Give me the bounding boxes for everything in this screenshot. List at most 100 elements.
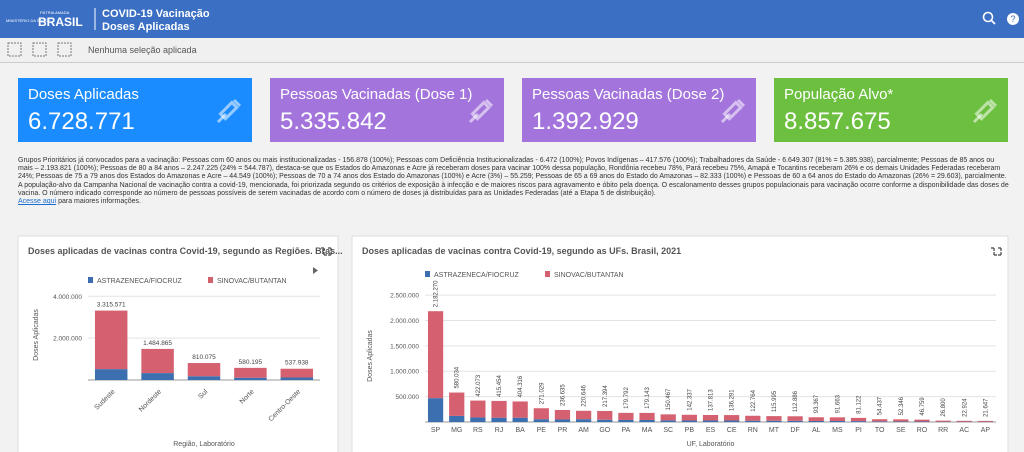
- legend-label: SINOVAC/BUTANTAN: [554, 272, 624, 279]
- x-axis-title: UF, Laboratório: [687, 441, 735, 448]
- chart-title: Doses aplicadas de vacinas contra Covid-…: [28, 246, 343, 256]
- kpi-value: 5.335.842: [280, 108, 387, 135]
- note-paragraph: Grupos Prioritários já convocados para a…: [18, 157, 1007, 181]
- x-tick-label: MG: [451, 427, 462, 434]
- bar-segment: [470, 417, 486, 422]
- bar-segment: [829, 420, 846, 422]
- fullscreen-icon[interactable]: [321, 247, 332, 256]
- bar-segment: [491, 400, 507, 418]
- legend-label: SINOVAC/BUTANTAN: [217, 278, 287, 285]
- bar-segment: [94, 369, 128, 380]
- total-label: 91.663: [835, 394, 841, 413]
- logo-ministry: MINISTÉRIO DA SAÚDE: [6, 18, 51, 23]
- kpi-card: Pessoas Vacinadas (Dose 1) 5.335.842: [270, 78, 504, 142]
- total-label: 537.938: [285, 360, 309, 367]
- bar-segment: [724, 420, 740, 422]
- total-label: 142.337: [687, 388, 693, 410]
- bar-segment: [575, 410, 592, 420]
- bar-segment: [449, 415, 465, 422]
- x-tick-label: GO: [599, 427, 610, 434]
- total-label: 115.995: [772, 390, 778, 412]
- x-tick-label: SE: [896, 427, 906, 434]
- y-tick-label: 1.500.000: [390, 343, 419, 350]
- total-label: 404.316: [518, 375, 524, 397]
- legend-swatch: [545, 271, 550, 277]
- y-tick-label: 1.000.000: [390, 369, 419, 376]
- legend-swatch: [208, 277, 213, 283]
- syringe-icon: [216, 98, 242, 124]
- total-label: 81.122: [857, 395, 863, 414]
- bar-segment: [618, 412, 634, 420]
- help-icon[interactable]: ?: [1007, 13, 1019, 25]
- bar-segment: [745, 415, 761, 421]
- bar-segment: [427, 311, 444, 399]
- total-label: 3.315.571: [97, 302, 126, 309]
- total-label: 46.759: [920, 397, 926, 416]
- scroll-arrow[interactable]: [313, 267, 318, 274]
- bar-segment: [893, 421, 909, 422]
- search-icon[interactable]: [982, 11, 996, 25]
- bar-segment: [470, 400, 486, 418]
- bar-segment: [702, 420, 719, 422]
- x-tick-label: SC: [663, 427, 673, 434]
- chart-panel: [17, 235, 339, 452]
- total-label: 52.346: [899, 396, 905, 415]
- bar-segment: [914, 419, 930, 422]
- toolbar: Nenhuma seleção aplicada: [0, 38, 1024, 63]
- total-label: 26.800: [941, 398, 947, 417]
- x-tick-label: AM: [578, 427, 589, 434]
- total-label: 217.394: [603, 385, 609, 407]
- x-tick-label: AP: [981, 427, 991, 434]
- x-tick-label: RR: [938, 427, 948, 434]
- x-tick-label: RN: [748, 427, 758, 434]
- bar-segment: [533, 419, 549, 422]
- kpi-card: Pessoas Vacinadas (Dose 2) 1.392.929: [522, 78, 756, 142]
- bar-segment: [512, 417, 528, 422]
- bar-segment: [187, 363, 221, 377]
- total-label: 54.437: [878, 396, 884, 415]
- x-tick-label: RJ: [495, 427, 504, 434]
- bar-segment: [808, 420, 824, 422]
- svg-text:?: ?: [1010, 14, 1015, 24]
- bar-segment: [893, 419, 909, 422]
- bar-segment: [681, 420, 697, 422]
- link-suffix: para maiores informações.: [58, 198, 141, 206]
- clear-button[interactable]: [57, 42, 72, 57]
- total-label: 21.647: [983, 398, 989, 417]
- bar-segment: [554, 419, 571, 422]
- forward-button[interactable]: [32, 42, 47, 57]
- link[interactable]: Acesse aqui: [18, 198, 57, 206]
- bar-segment: [639, 412, 655, 420]
- total-label: 112.886: [793, 390, 799, 412]
- bar-segment: [234, 367, 267, 378]
- x-tick-label: PA: [621, 427, 630, 434]
- total-label: 1.484.865: [143, 340, 172, 347]
- bar-segment: [787, 420, 803, 422]
- bar-segment: [766, 416, 782, 421]
- x-tick-label: AC: [959, 427, 969, 434]
- syringe-icon: [468, 98, 494, 124]
- x-tick-label: PB: [685, 427, 695, 434]
- kpi-label: Pessoas Vacinadas (Dose 1): [280, 86, 473, 103]
- total-label: 236.635: [560, 384, 566, 406]
- total-label: 415.454: [497, 375, 503, 397]
- bar-segment: [977, 420, 994, 422]
- total-label: 422.073: [476, 374, 482, 396]
- x-tick-label: TO: [875, 427, 885, 434]
- bar-segment: [745, 420, 761, 422]
- x-axis-title: Região, Laboratório: [173, 441, 235, 448]
- legend-label: ASTRAZENECA/FIOCRUZ: [97, 278, 183, 285]
- kpi-card: Doses Aplicadas 6.728.771: [18, 78, 252, 142]
- fullscreen-icon[interactable]: [991, 247, 1002, 256]
- x-tick-label: RS: [473, 427, 483, 434]
- header-graphics: MINISTÉRIO DA SAÚDE PÁTRIA AMADA BRASIL …: [6, 8, 1019, 33]
- bar-segment: [660, 420, 676, 422]
- total-label: 136.291: [730, 389, 736, 411]
- bar-segment: [850, 417, 867, 422]
- back-button[interactable]: [7, 42, 22, 57]
- y-axis-title: Doses Aplicadas: [33, 309, 40, 361]
- logo-main: BRASIL: [38, 15, 83, 29]
- bar-segment: [280, 368, 314, 378]
- x-tick-label: DF: [790, 427, 799, 434]
